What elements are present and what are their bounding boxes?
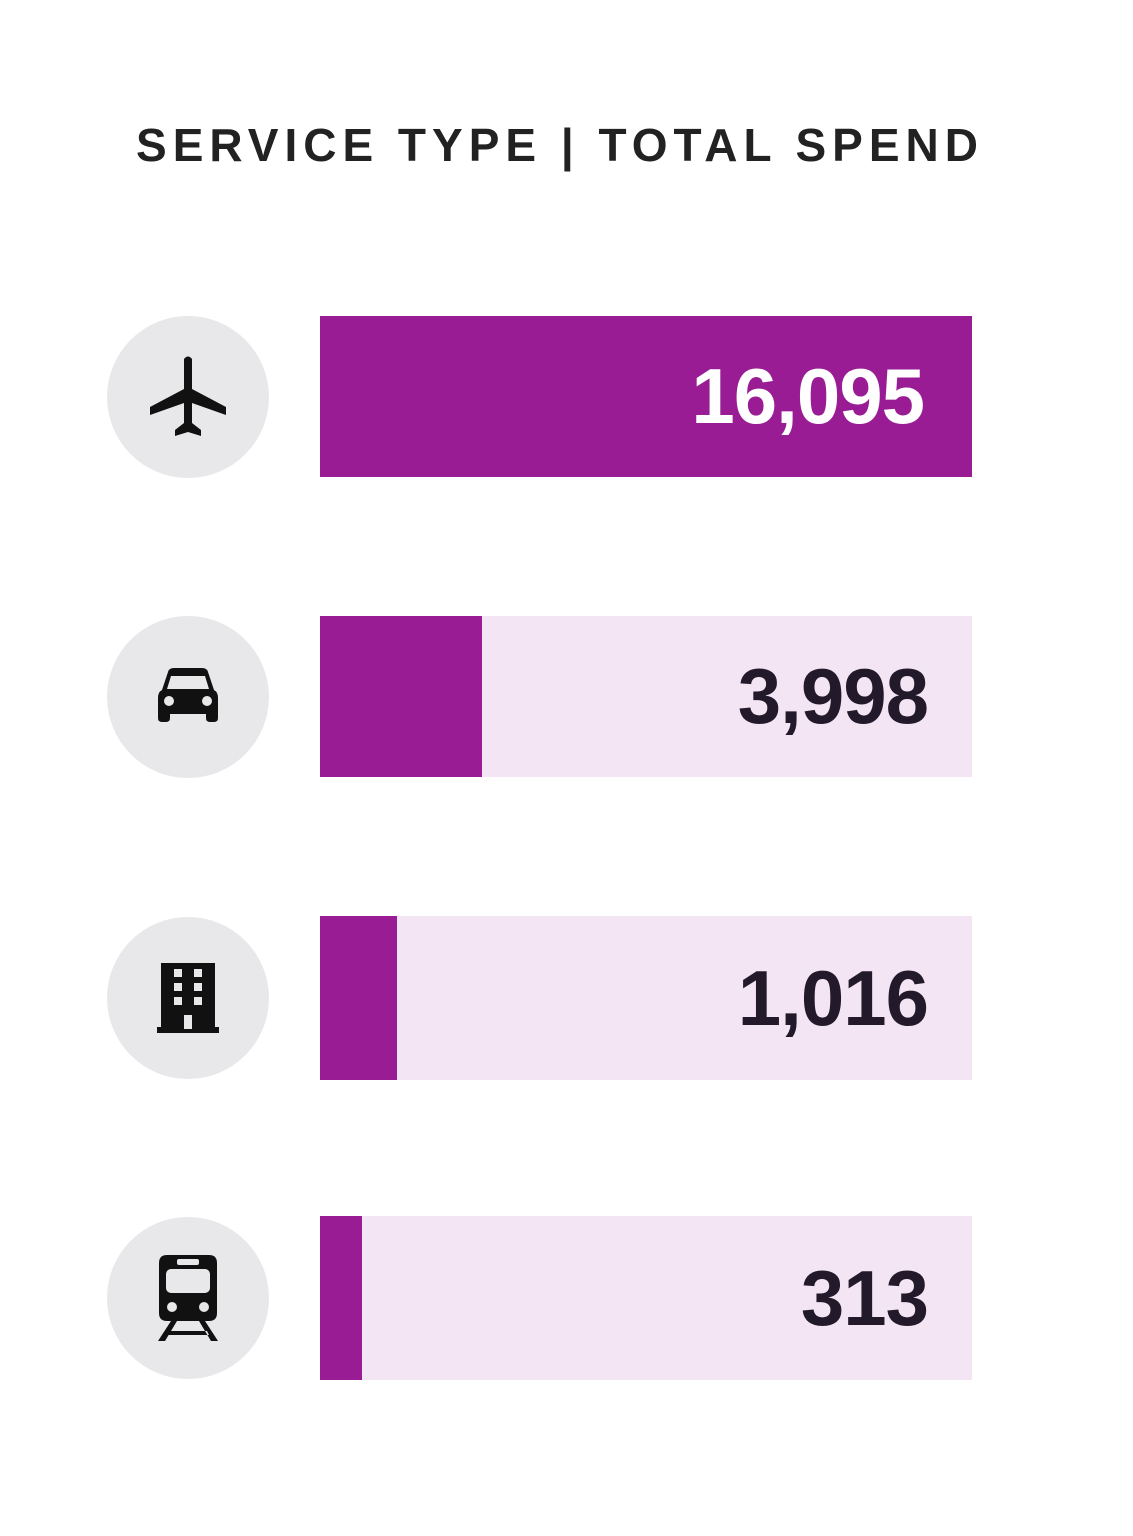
bar-track: 1,016 (320, 916, 972, 1080)
airplane-icon (107, 315, 269, 478)
bar-rail (320, 1216, 362, 1380)
bar-car (320, 616, 482, 777)
bar-value-label: 3,998 (737, 652, 929, 740)
bar-track: 313 (320, 1216, 972, 1380)
bar-hotel (320, 916, 397, 1080)
chart-row-hotel: 1,016 (0, 916, 1133, 1080)
bar-value-label: 16,095 (691, 352, 925, 440)
car-icon (107, 615, 269, 778)
train-icon (107, 1217, 269, 1379)
bar-flight (320, 316, 972, 477)
bar-track: 3,998 (320, 616, 972, 777)
chart-row-flight: 16,095 (0, 315, 1133, 478)
building-icon (107, 917, 269, 1079)
bar-track: 16,095 (320, 316, 972, 477)
bar-value-label: 1,016 (737, 953, 929, 1042)
chart-title: SERVICE TYPE | TOTAL SPEND (136, 119, 984, 171)
bar-value-label: 313 (800, 1253, 929, 1342)
chart-row-car: 3,998 (0, 615, 1133, 778)
chart-row-rail: 313 (0, 1216, 1133, 1380)
